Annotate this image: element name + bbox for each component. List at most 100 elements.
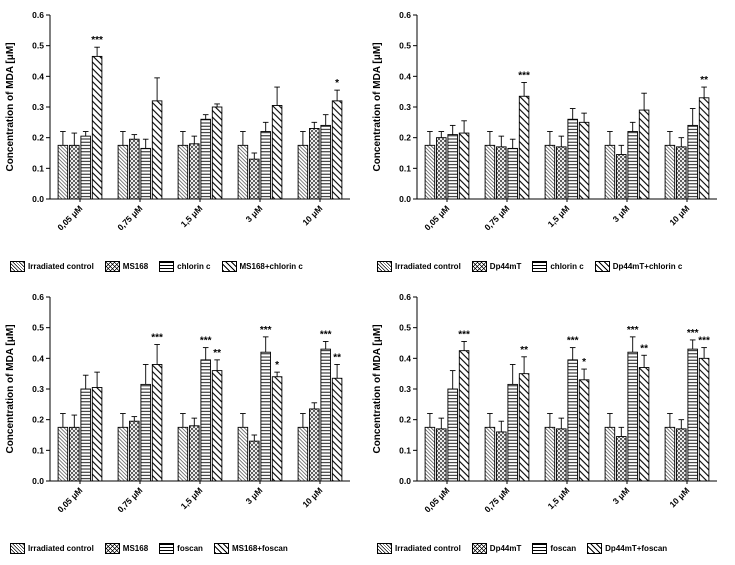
- legend-swatch: [104, 261, 120, 272]
- legend-item: Dp44mT: [471, 261, 521, 272]
- x-tick-label: 0,05 μM: [55, 485, 84, 514]
- y-tick-label: 0.5: [32, 41, 44, 51]
- bar: [556, 146, 567, 200]
- chart-svg: 0.0 0.1 0.2 0.3 0.4 0.5 0.6 Concentration of MD…: [372, 292, 717, 514]
- y-tick-label: 0.6: [399, 292, 411, 302]
- bar: [69, 144, 80, 200]
- y-tick-label: 0.1: [32, 445, 44, 455]
- significance-star: ***: [518, 70, 530, 81]
- bar: [698, 357, 710, 482]
- bar: [309, 408, 320, 482]
- x-tick-label: 10 μM: [667, 485, 691, 509]
- bar: [567, 359, 578, 482]
- legend-item: MS168: [104, 543, 149, 554]
- legend-swatch: [159, 261, 175, 272]
- bar: [578, 379, 590, 482]
- bar: [616, 436, 627, 482]
- bar: [567, 118, 578, 200]
- bar: [80, 388, 91, 482]
- bar: [616, 154, 627, 200]
- bar: [237, 144, 249, 200]
- y-tick-label: 0.4: [399, 353, 411, 363]
- y-tick-label: 0.4: [32, 71, 44, 81]
- bar: [320, 124, 331, 200]
- significance-star: ***: [151, 333, 163, 344]
- y-tick-label: 0.2: [32, 415, 44, 425]
- x-tick-label: 0,05 μM: [422, 203, 451, 232]
- bar: [447, 388, 458, 482]
- chart-panel-dp44mt-foscan: 0.0 0.1 0.2 0.3 0.4 0.5 0.6 Concentration of MD…: [367, 282, 734, 564]
- x-tick-label: 0,05 μM: [422, 485, 451, 514]
- x-tick-label: 3 μM: [244, 203, 265, 224]
- x-tick-label: 3 μM: [611, 485, 632, 506]
- legend-swatch: [10, 543, 25, 554]
- legend-label: Dp44mT: [489, 544, 522, 553]
- y-tick-label: 0.6: [399, 10, 411, 20]
- significance-star: ***: [687, 328, 699, 339]
- x-tick-label: 0,75 μM: [482, 203, 511, 232]
- legend-item: Dp44mT+chlorin c: [594, 261, 683, 272]
- legend-swatch: [213, 543, 229, 554]
- bar: [57, 426, 69, 482]
- bar: [518, 95, 530, 200]
- bar: [664, 426, 676, 482]
- bar: [237, 426, 249, 482]
- bar: [484, 144, 496, 200]
- bar: [140, 147, 151, 200]
- x-tick-label: 10 μM: [667, 203, 691, 227]
- bar: [177, 144, 189, 200]
- bar: [249, 440, 260, 482]
- y-tick-label: 0.0: [399, 476, 411, 486]
- y-tick-label: 0.1: [32, 163, 44, 173]
- bar: [518, 373, 530, 482]
- y-tick-label: 0.0: [32, 194, 44, 204]
- x-tick-label: 0,05 μM: [55, 203, 84, 232]
- bar: [458, 132, 470, 200]
- significance-star: ***: [91, 35, 103, 46]
- legend-item: MS168+chlorin c: [221, 261, 303, 272]
- legend-swatch: [471, 543, 487, 554]
- legend-label: MS168+foscan: [231, 544, 288, 553]
- y-tick-label: 0.2: [399, 415, 411, 425]
- legend-swatch: [471, 261, 487, 272]
- bar: [627, 131, 638, 200]
- y-tick-label: 0.2: [399, 133, 411, 143]
- legend-label: MS168+chlorin c: [239, 262, 303, 271]
- bar: [698, 97, 710, 200]
- legend-label: MS168: [122, 262, 149, 271]
- bar: [507, 383, 518, 482]
- bar: [151, 364, 163, 482]
- chart-dp44mt-foscan: 0.0 0.1 0.2 0.3 0.4 0.5 0.6 Concentration of MD…: [371, 285, 723, 542]
- x-tick-label: 1,5 μM: [546, 485, 572, 511]
- y-tick-label: 0.6: [32, 292, 44, 302]
- legend-swatch: [221, 261, 237, 272]
- bar: [200, 359, 211, 482]
- y-tick-label: 0.4: [32, 353, 44, 363]
- x-tick-label: 3 μM: [244, 485, 265, 506]
- legend-label: Irradiated control: [395, 544, 461, 553]
- significance-star: **: [520, 345, 528, 356]
- bar: [604, 144, 616, 200]
- bar: [331, 100, 343, 200]
- bar: [249, 158, 260, 200]
- x-tick-label: 1,5 μM: [179, 203, 205, 229]
- bar: [80, 135, 91, 200]
- bar: [211, 370, 223, 482]
- bar: [496, 146, 507, 200]
- y-tick-label: 0.0: [32, 476, 44, 486]
- legend-swatch: [377, 543, 392, 554]
- bar: [604, 426, 616, 482]
- chart-svg: 0.0 0.1 0.2 0.3 0.4 0.5 0.6 Concentration of MD…: [372, 10, 717, 232]
- legend-item: Irradiated control: [377, 543, 461, 554]
- x-tick-label: 0,75 μM: [115, 485, 144, 514]
- legend-label: chlorin c: [177, 262, 211, 271]
- bar: [687, 348, 698, 482]
- legend-label: MS168: [122, 544, 149, 553]
- legend-item: chlorin c: [159, 261, 211, 272]
- bar: [496, 431, 507, 482]
- significance-star: ***: [458, 329, 470, 340]
- legend-label: Dp44mT+chlorin c: [612, 262, 683, 271]
- y-tick-label: 0.5: [399, 41, 411, 51]
- significance-star: **: [700, 75, 708, 86]
